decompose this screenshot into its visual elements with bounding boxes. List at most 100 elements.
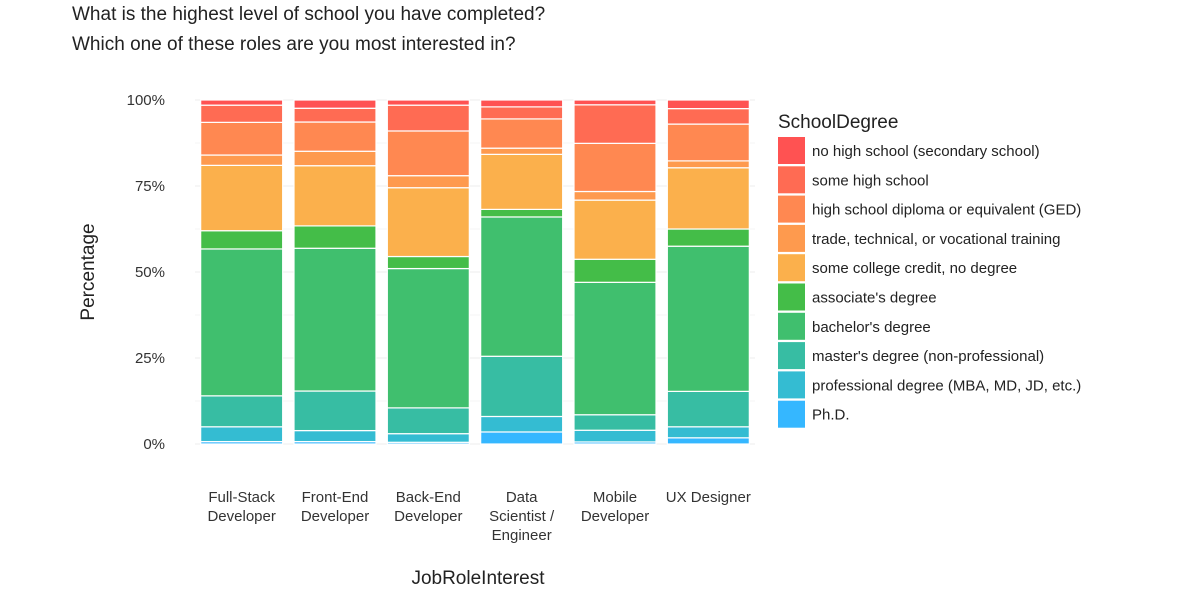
bar-segment <box>480 147 564 155</box>
bar-segment <box>573 142 657 193</box>
bar-segment <box>666 123 750 162</box>
bar-segment <box>573 258 657 283</box>
bar-segment <box>200 426 284 443</box>
bar-segment <box>666 228 750 247</box>
legend-swatch <box>778 224 805 252</box>
bar-segment <box>293 107 377 123</box>
bar-segment <box>386 175 470 189</box>
legend-swatch <box>778 312 805 340</box>
y-tick-label: 0% <box>143 436 165 453</box>
bar-segment <box>666 167 750 230</box>
bar-segment <box>480 106 564 120</box>
bar-segment <box>666 437 750 445</box>
x-tick-label: Data <box>506 489 538 506</box>
bar-segment <box>293 429 377 443</box>
legend-label: professional degree (MBA, MD, JD, etc.) <box>812 377 1081 394</box>
bar-segment <box>386 255 470 270</box>
bar-segment <box>386 433 470 443</box>
legend-swatch <box>778 371 805 399</box>
bar-segment <box>293 247 377 392</box>
legend-label: master's degree (non-professional) <box>812 348 1044 365</box>
legend-label: trade, technical, or vocational training <box>812 231 1060 248</box>
x-tick-label: Developer <box>394 508 462 525</box>
bar-segment <box>293 390 377 432</box>
bar-segment <box>480 99 564 108</box>
bar-segment <box>293 150 377 167</box>
x-tick-label: Full-Stack <box>208 489 275 506</box>
x-tick-label: Back-End <box>396 489 461 506</box>
y-tick-label: 100% <box>127 92 165 109</box>
x-tick-label: Scientist / <box>489 508 555 525</box>
x-axis-ticks: Full-Stack Developer Front-End Developer Bac… <box>207 489 750 544</box>
legend-label: associate's degree <box>812 290 937 307</box>
legend-swatch <box>778 137 805 164</box>
bar-segment <box>480 118 564 149</box>
x-tick-label: Mobile <box>593 489 637 506</box>
bar-segment <box>666 99 750 110</box>
bar-segment <box>200 230 284 250</box>
bar-segment <box>200 121 284 156</box>
bar-segment <box>666 160 750 169</box>
bar-segment <box>573 429 657 443</box>
bar-segment <box>573 190 657 201</box>
bar-segment <box>480 415 564 433</box>
legend-swatch <box>778 254 805 282</box>
legend-swatch <box>778 166 805 194</box>
legend-title: SchoolDegree <box>778 112 898 133</box>
legend-label: bachelor's degree <box>812 319 931 336</box>
chart-title-line1: What is the highest level of school you … <box>72 4 546 25</box>
y-axis-ticks: 0% 25% 50% 75% 100% <box>127 92 165 453</box>
x-tick-label: Front-End <box>302 489 369 506</box>
bar-segment <box>386 99 470 106</box>
legend-label: Ph.D. <box>812 407 850 424</box>
bar-segment <box>200 395 284 428</box>
bar-segment <box>293 225 377 249</box>
bar-segment <box>666 107 750 125</box>
bar-segment <box>200 164 284 232</box>
legend-swatch <box>778 283 805 311</box>
legend-swatch <box>778 400 805 428</box>
bar-segment <box>386 130 470 177</box>
bar-segment <box>200 154 284 166</box>
bar-segment <box>293 121 377 152</box>
legend: SchoolDegree no high school (secondary s… <box>778 112 1081 428</box>
bar-segment <box>200 248 284 397</box>
y-axis-title: Percentage <box>78 223 99 320</box>
x-tick-label: Developer <box>301 508 369 525</box>
y-tick-label: 25% <box>135 350 165 367</box>
bar-segment <box>200 99 284 106</box>
chart-title-line2: Which one of these roles are you most in… <box>72 34 516 55</box>
bar-segment <box>666 390 750 428</box>
bar-segment <box>573 281 657 416</box>
bar-segment <box>386 267 470 409</box>
bar-segment <box>573 199 657 260</box>
bar-segment <box>386 104 470 132</box>
bar-segment <box>386 187 470 258</box>
legend-label: high school diploma or equivalent (GED) <box>812 202 1081 219</box>
bar-segment <box>386 407 470 435</box>
bar-segment <box>573 99 657 106</box>
bar-segment <box>200 104 284 123</box>
bars <box>200 99 750 445</box>
bar-segment <box>480 355 564 418</box>
bar-segment <box>666 426 750 439</box>
legend-label: some high school <box>812 172 929 189</box>
legend-label: some college credit, no degree <box>812 260 1017 277</box>
x-tick-label: UX Designer <box>666 489 751 506</box>
bar-segment <box>573 104 657 144</box>
bar-segment <box>480 216 564 357</box>
y-tick-label: 75% <box>135 178 165 195</box>
x-axis-title: JobRoleInterest <box>411 568 545 589</box>
bar-segment <box>480 153 564 210</box>
bar-segment <box>666 245 750 392</box>
bar-segment <box>480 208 564 218</box>
x-tick-label: Developer <box>207 508 275 525</box>
x-tick-label: Developer <box>581 508 649 525</box>
legend-label: no high school (secondary school) <box>812 143 1040 160</box>
legend-swatch <box>778 195 805 223</box>
legend-swatch <box>778 342 805 370</box>
x-tick-label: Engineer <box>492 527 552 544</box>
y-tick-label: 50% <box>135 264 165 281</box>
bar-segment <box>293 99 377 109</box>
